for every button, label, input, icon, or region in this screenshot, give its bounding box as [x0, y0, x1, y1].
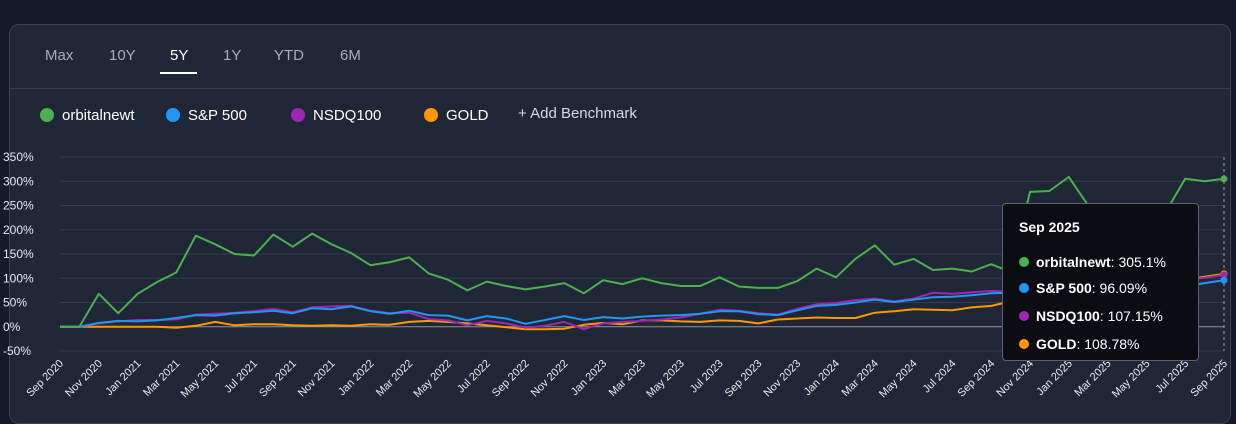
chart-tooltip: Sep 2025 orbitalnewt: 305.1% S&P 500: 96…: [1002, 203, 1199, 361]
tooltip-series-value: : 305.1%: [1110, 254, 1166, 270]
x-tick-label: Mar 2022: [374, 358, 415, 399]
legend-dot-icon: [291, 108, 305, 122]
legend-label: NSDQ100: [313, 106, 382, 124]
legend-label: GOLD: [446, 106, 489, 124]
tooltip-series-name: orbitalnewt: [1036, 254, 1111, 270]
x-tick-label: Jan 2021: [103, 358, 143, 398]
x-tick-label: Sep 2023: [723, 358, 765, 400]
x-tick-label: Jan 2023: [569, 358, 609, 398]
tooltip-title: Sep 2025: [1019, 219, 1080, 235]
x-tick-label: Jul 2025: [1153, 358, 1191, 396]
tab-6m[interactable]: 6M: [340, 47, 361, 64]
add-benchmark-button[interactable]: + Add Benchmark: [518, 105, 637, 122]
legend-dot-icon: [40, 108, 54, 122]
x-tick-label: Jul 2021: [222, 358, 260, 396]
x-tick-label: Nov 2024: [994, 358, 1036, 400]
tooltip-series-value: : 108.78%: [1076, 336, 1140, 352]
legend-dot-icon: [166, 108, 180, 122]
y-tick-label: 100%: [3, 271, 34, 285]
legend-label: S&P 500: [188, 106, 247, 124]
tooltip-dot-icon: [1019, 283, 1029, 293]
x-tick-label: May 2024: [877, 358, 920, 401]
x-tick-label: Mar 2025: [1072, 358, 1113, 399]
legend-item-sp500[interactable]: S&P 500: [166, 105, 247, 125]
x-tick-label: Jan 2024: [802, 358, 842, 398]
x-tick-label: Jul 2024: [921, 358, 959, 396]
x-tick-label: Sep 2024: [956, 358, 998, 400]
y-tick-label: 250%: [3, 199, 34, 213]
tab-ytd[interactable]: YTD: [274, 47, 304, 64]
tooltip-row-sp500: S&P 500: 96.09%: [1019, 280, 1147, 296]
tooltip-series-value: : 96.09%: [1091, 280, 1148, 296]
series-end-point-orbitalnewt: [1220, 175, 1228, 183]
x-tick-label: Mar 2023: [607, 358, 648, 399]
x-tick-label: Nov 2022: [529, 358, 571, 400]
legend-label: orbitalnewt: [62, 106, 135, 124]
series-end-point-nsdq100: [1220, 271, 1228, 279]
y-tick-label: 350%: [3, 150, 34, 164]
x-tick-label: May 2022: [411, 358, 454, 401]
series-end-point-sp500: [1220, 276, 1228, 284]
tooltip-series-value: : 107.15%: [1099, 308, 1163, 324]
x-tick-label: Jul 2022: [455, 358, 493, 396]
tooltip-series-name: GOLD: [1036, 336, 1077, 352]
x-tick-label: May 2025: [1110, 358, 1153, 401]
tooltip-series-name: NSDQ100: [1036, 308, 1100, 324]
tooltip-row-orbitalnewt: orbitalnewt: 305.1%: [1019, 254, 1166, 270]
x-tick-label: Jan 2022: [336, 358, 376, 398]
tab-5y[interactable]: 5Y: [170, 47, 189, 64]
x-tick-label: Sep 2021: [257, 358, 299, 400]
active-tab-indicator: [160, 72, 197, 74]
tooltip-row-gold: GOLD: 108.78%: [1019, 336, 1140, 352]
x-tick-label: May 2023: [644, 358, 687, 401]
tooltip-series-name: S&P 500: [1036, 280, 1092, 296]
tooltip-dot-icon: [1019, 339, 1029, 349]
legend-item-gold[interactable]: GOLD: [424, 105, 489, 125]
tooltip-row-nsdq100: NSDQ100: 107.15%: [1019, 308, 1163, 324]
x-tick-label: Sep 2025: [1188, 358, 1230, 400]
x-tick-label: Nov 2023: [762, 358, 804, 400]
tooltip-dot-icon: [1019, 311, 1029, 321]
y-tick-label: 50%: [3, 296, 27, 310]
legend-dot-icon: [424, 108, 438, 122]
y-tick-label: 200%: [3, 223, 34, 237]
x-tick-label: Mar 2024: [840, 358, 881, 399]
tab-1y[interactable]: 1Y: [223, 47, 242, 64]
y-tick-label: 300%: [3, 174, 34, 188]
tab-10y[interactable]: 10Y: [109, 47, 136, 64]
series-line-orbitalnewt: [60, 175, 1225, 328]
x-tick-label: Sep 2020: [24, 358, 66, 400]
x-tick-label: Jul 2023: [688, 358, 726, 396]
y-tick-label: -50%: [3, 344, 31, 358]
x-tick-label: Nov 2021: [296, 358, 338, 400]
x-tick-label: May 2021: [179, 358, 222, 401]
y-tick-label: 0%: [3, 320, 21, 334]
tooltip-dot-icon: [1019, 257, 1029, 267]
legend-item-nsdq100[interactable]: NSDQ100: [291, 105, 381, 125]
x-tick-label: Jan 2025: [1034, 358, 1074, 398]
divider: [10, 88, 1230, 89]
x-tick-label: Sep 2022: [490, 358, 532, 400]
y-tick-label: 150%: [3, 247, 34, 261]
x-tick-label: Nov 2020: [63, 358, 105, 400]
tab-max[interactable]: Max: [45, 47, 74, 64]
x-tick-label: Mar 2021: [141, 358, 182, 399]
legend-item-orbitalnewt[interactable]: orbitalnewt: [40, 105, 135, 125]
